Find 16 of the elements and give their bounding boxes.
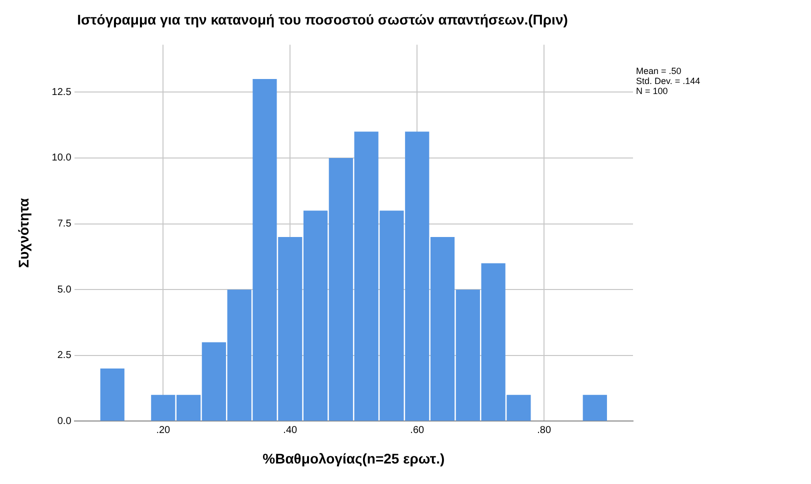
x-axis-title: %Βαθμολογίας(n=25 ερωτ.) [262, 450, 445, 466]
y-tick-label: 7.5 [57, 218, 72, 230]
y-tick-label: 12.5 [52, 86, 72, 98]
x-tick-label: .80 [537, 424, 552, 436]
y-tick-label: 2.5 [57, 350, 72, 362]
text: Mean = .50 [636, 66, 682, 76]
y-tick-label: 10.0 [52, 152, 72, 164]
x-tick-label: .60 [410, 424, 425, 436]
x-tick-label: .40 [283, 424, 298, 436]
y-tick-label: 5.0 [57, 284, 72, 296]
text: N = 100 [636, 86, 669, 96]
chart-title: Ιστόγραμμα για την κατανομή του ποσοστού σωστών απαντήσεων.(Πριν) [77, 11, 568, 28]
y-tick-label: 0.0 [57, 416, 72, 427]
x-tick-label: .20 [156, 424, 171, 436]
text: Std. Dev. = .144 [636, 76, 700, 86]
y-axis-title: Συχνότητα [15, 198, 32, 268]
